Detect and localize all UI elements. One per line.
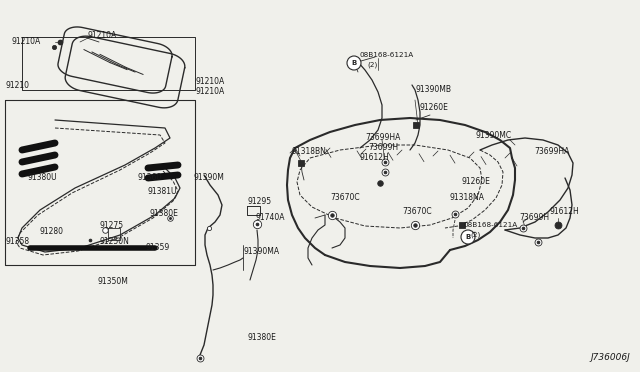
Circle shape bbox=[347, 56, 361, 70]
Text: 91390MB: 91390MB bbox=[415, 86, 451, 94]
Text: 91358: 91358 bbox=[5, 237, 29, 247]
Text: (2): (2) bbox=[367, 62, 377, 68]
Text: 91350M: 91350M bbox=[98, 278, 129, 286]
Text: 91280: 91280 bbox=[40, 228, 64, 237]
Text: 91612H: 91612H bbox=[550, 208, 580, 217]
Text: B: B bbox=[465, 234, 470, 240]
Text: 91318NA: 91318NA bbox=[450, 193, 485, 202]
Text: 08B168-6121A: 08B168-6121A bbox=[463, 222, 517, 228]
Text: 91210A: 91210A bbox=[195, 77, 224, 87]
Text: 91390M: 91390M bbox=[194, 173, 225, 183]
Text: 91612H: 91612H bbox=[360, 154, 390, 163]
Text: 91250N: 91250N bbox=[100, 237, 130, 247]
Text: 91381U: 91381U bbox=[148, 187, 177, 196]
Text: 73699H: 73699H bbox=[519, 214, 549, 222]
Text: 91210A: 91210A bbox=[195, 87, 224, 96]
Text: 91210: 91210 bbox=[5, 80, 29, 90]
Text: 91275: 91275 bbox=[100, 221, 124, 230]
Text: 08B168-6121A: 08B168-6121A bbox=[360, 52, 414, 58]
Text: 73670C: 73670C bbox=[402, 208, 431, 217]
Text: 91390MA: 91390MA bbox=[243, 247, 279, 257]
Text: 91210A: 91210A bbox=[88, 31, 117, 39]
Circle shape bbox=[461, 230, 475, 244]
Text: 91380E: 91380E bbox=[150, 208, 179, 218]
Text: (2): (2) bbox=[470, 232, 480, 238]
Text: 73699H: 73699H bbox=[368, 144, 398, 153]
Text: 91359: 91359 bbox=[145, 244, 169, 253]
Text: 91318BN: 91318BN bbox=[292, 148, 327, 157]
Text: 73699HA: 73699HA bbox=[365, 134, 401, 142]
Text: 91260E: 91260E bbox=[420, 103, 449, 112]
Text: 91295: 91295 bbox=[247, 198, 271, 206]
Text: 91360: 91360 bbox=[138, 173, 163, 183]
Text: 91210A: 91210A bbox=[12, 38, 41, 46]
Text: 91260E: 91260E bbox=[462, 177, 491, 186]
Text: B: B bbox=[351, 60, 356, 66]
Text: 91390MC: 91390MC bbox=[475, 131, 511, 140]
Text: 73670C: 73670C bbox=[330, 193, 360, 202]
Text: J736006J: J736006J bbox=[590, 353, 630, 362]
Text: 73699HA: 73699HA bbox=[534, 148, 570, 157]
Text: 91740A: 91740A bbox=[255, 214, 285, 222]
Text: 91380E: 91380E bbox=[247, 334, 276, 343]
Text: 91380U: 91380U bbox=[28, 173, 58, 183]
